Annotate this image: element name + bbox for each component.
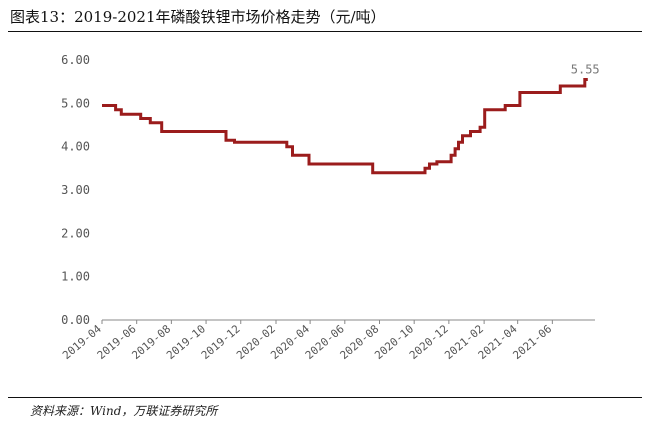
y-tick-label: 6.00 bbox=[61, 53, 90, 67]
x-tick-label: 2020-12 bbox=[407, 322, 451, 362]
end-value-label: 5.55 bbox=[571, 63, 600, 77]
price-line bbox=[102, 78, 588, 175]
source-rule bbox=[8, 397, 642, 398]
y-tick-label: 1.00 bbox=[61, 270, 90, 284]
chart-axes bbox=[101, 319, 595, 324]
y-tick-label: 0.00 bbox=[61, 313, 90, 327]
y-tick-label: 3.00 bbox=[61, 183, 90, 197]
x-tick-label: 2021-06 bbox=[510, 322, 554, 362]
y-tick-labels: 0.00 1.00 2.00 3.00 4.00 5.00 6.00 bbox=[61, 53, 90, 327]
chart-series bbox=[102, 78, 588, 175]
x-tick-labels: 2019-042019-062019-082019-102019-122020-… bbox=[60, 322, 554, 362]
figure-title: 图表13：2019-2021年磷酸铁锂市场价格走势（元/吨） bbox=[10, 8, 386, 26]
x-tick-label: 2019-12 bbox=[199, 322, 243, 362]
y-tick-label: 5.00 bbox=[61, 96, 90, 110]
source-note: 资料来源：Wind，万联证券研究所 bbox=[30, 404, 218, 418]
y-tick-label: 4.00 bbox=[61, 140, 90, 154]
title-rule bbox=[8, 31, 642, 32]
y-tick-label: 2.00 bbox=[61, 226, 90, 240]
chart-annotations: 5.55 bbox=[571, 63, 600, 77]
